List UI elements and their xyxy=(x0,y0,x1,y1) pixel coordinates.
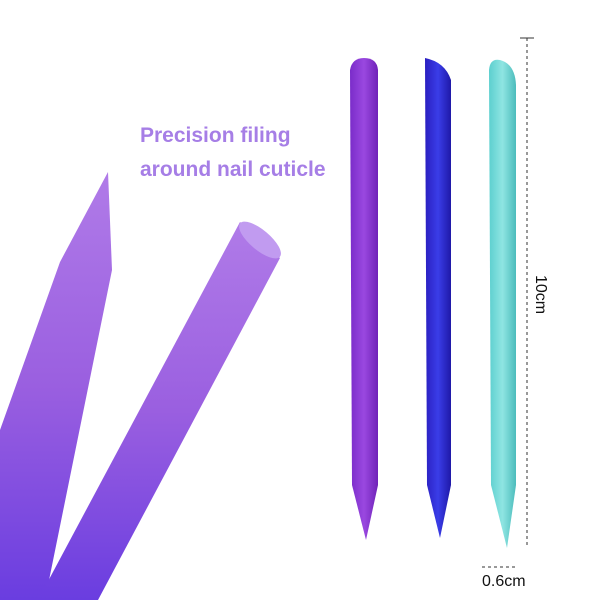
stick-teal xyxy=(489,59,516,548)
caption-line: Precision filing xyxy=(140,124,291,147)
width-label: 0.6cm xyxy=(482,573,526,590)
caption-line: around nail cuticle xyxy=(140,158,326,181)
stick-cap xyxy=(239,221,281,259)
stick-blue xyxy=(425,58,451,538)
stick-purple xyxy=(350,58,378,540)
stick-closeup xyxy=(0,172,112,600)
length-label: 10cm xyxy=(532,275,549,314)
stick-closeup xyxy=(38,222,280,600)
